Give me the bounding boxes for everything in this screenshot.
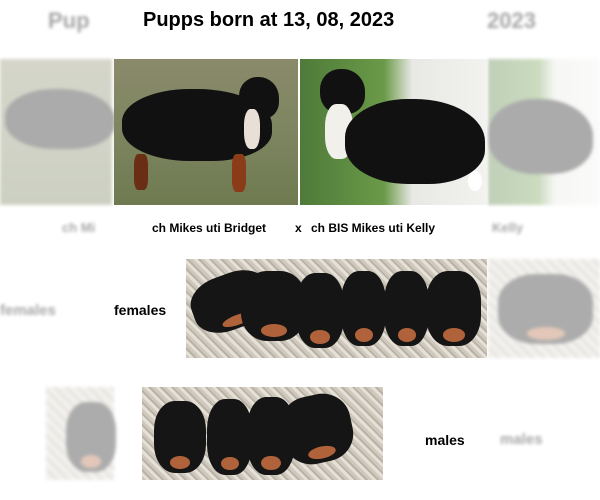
ghost-title-right: 2023: [487, 8, 536, 33]
parents-separator: x: [295, 221, 302, 235]
ghost-caption-right: Kelly: [492, 220, 524, 235]
ghost-females-photo: [488, 259, 600, 358]
males-label: males: [425, 432, 465, 448]
males-photo: [142, 387, 383, 480]
ghost-females-label: females: [0, 302, 56, 319]
ghost-males-photo: [46, 387, 116, 480]
females-label: females: [114, 302, 167, 318]
sire-name: ch Mikes uti Bridget: [152, 221, 267, 235]
dam-name: ch BIS Mikes uti Kelly: [311, 221, 436, 235]
page-title: Pupps born at 13, 08, 2023: [143, 9, 395, 31]
ghost-photo-left: [0, 59, 115, 205]
ghost-title-left: Pup: [48, 8, 90, 33]
ghost-males-label: males: [500, 431, 543, 448]
ghost-photo-right: [488, 59, 600, 205]
ghost-caption-left: ch Mi: [62, 220, 96, 235]
sire-photo: [114, 59, 298, 205]
dam-photo: [300, 59, 487, 205]
females-photo: [186, 259, 487, 358]
